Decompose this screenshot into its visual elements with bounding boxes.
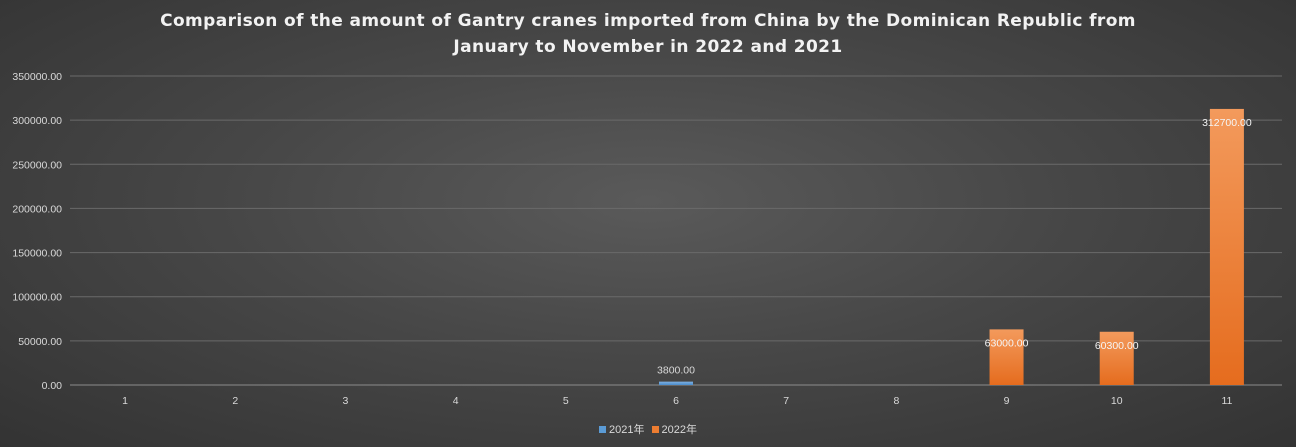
bar-2022-9[interactable]	[989, 329, 1024, 385]
y-tick-label: 200000.00	[12, 203, 62, 215]
y-tick-label: 0.00	[42, 380, 63, 392]
y-tick-label: 300000.00	[12, 115, 62, 127]
legend-item-2022[interactable]: 2022年	[651, 421, 698, 437]
y-tick-label: 50000.00	[18, 336, 62, 348]
bars	[659, 108, 1244, 385]
x-axis: 1 2 3 4 5 6 7 8 9 10 11	[122, 395, 1232, 407]
x-tick-label: 9	[1004, 395, 1010, 407]
y-tick-label: 250000.00	[12, 159, 62, 171]
x-tick-label: 5	[563, 395, 569, 407]
bar-2021-6[interactable]	[659, 381, 693, 385]
x-tick-label: 3	[343, 395, 349, 407]
legend-label-2022: 2022年	[661, 424, 698, 436]
y-tick-label: 150000.00	[12, 248, 62, 260]
data-label: 312700.00	[1202, 117, 1252, 129]
x-tick-label: 2	[232, 395, 238, 407]
data-labels: 3800.00 63000.00 60300.00 312700.00	[657, 117, 1252, 377]
x-tick-label: 10	[1111, 395, 1123, 407]
x-tick-label: 8	[893, 395, 899, 407]
x-tick-label: 1	[122, 395, 128, 407]
x-tick-label: 11	[1221, 395, 1232, 407]
chart-title-line-1: Comparison of the amount of Gantry crane…	[160, 11, 1136, 31]
legend-item-2021[interactable]: 2021年	[598, 421, 645, 437]
x-tick-label: 6	[673, 395, 679, 407]
legend-swatch-2021	[598, 425, 606, 433]
x-tick-label: 4	[453, 395, 459, 407]
y-tick-label: 100000.00	[12, 292, 62, 304]
y-axis: 0.00 50000.00 100000.00 150000.00 200000.00 2…	[12, 71, 1282, 392]
bar-2022-10[interactable]	[1099, 331, 1134, 385]
legend: 2021年 2022年	[0, 421, 1296, 437]
data-label: 60300.00	[1095, 340, 1139, 352]
chart-title-line-2: January to November in 2022 and 2021	[453, 37, 843, 57]
x-tick-label: 7	[783, 395, 789, 407]
legend-swatch-2022	[651, 425, 659, 433]
data-label: 3800.00	[657, 365, 695, 377]
chart-title: Comparison of the amount of Gantry crane…	[0, 8, 1296, 60]
bar-2022-11[interactable]	[1209, 108, 1244, 385]
legend-label-2021: 2021年	[608, 424, 645, 436]
data-label: 63000.00	[985, 337, 1029, 349]
gridlines	[70, 75, 1282, 342]
y-tick-label: 350000.00	[12, 71, 62, 83]
